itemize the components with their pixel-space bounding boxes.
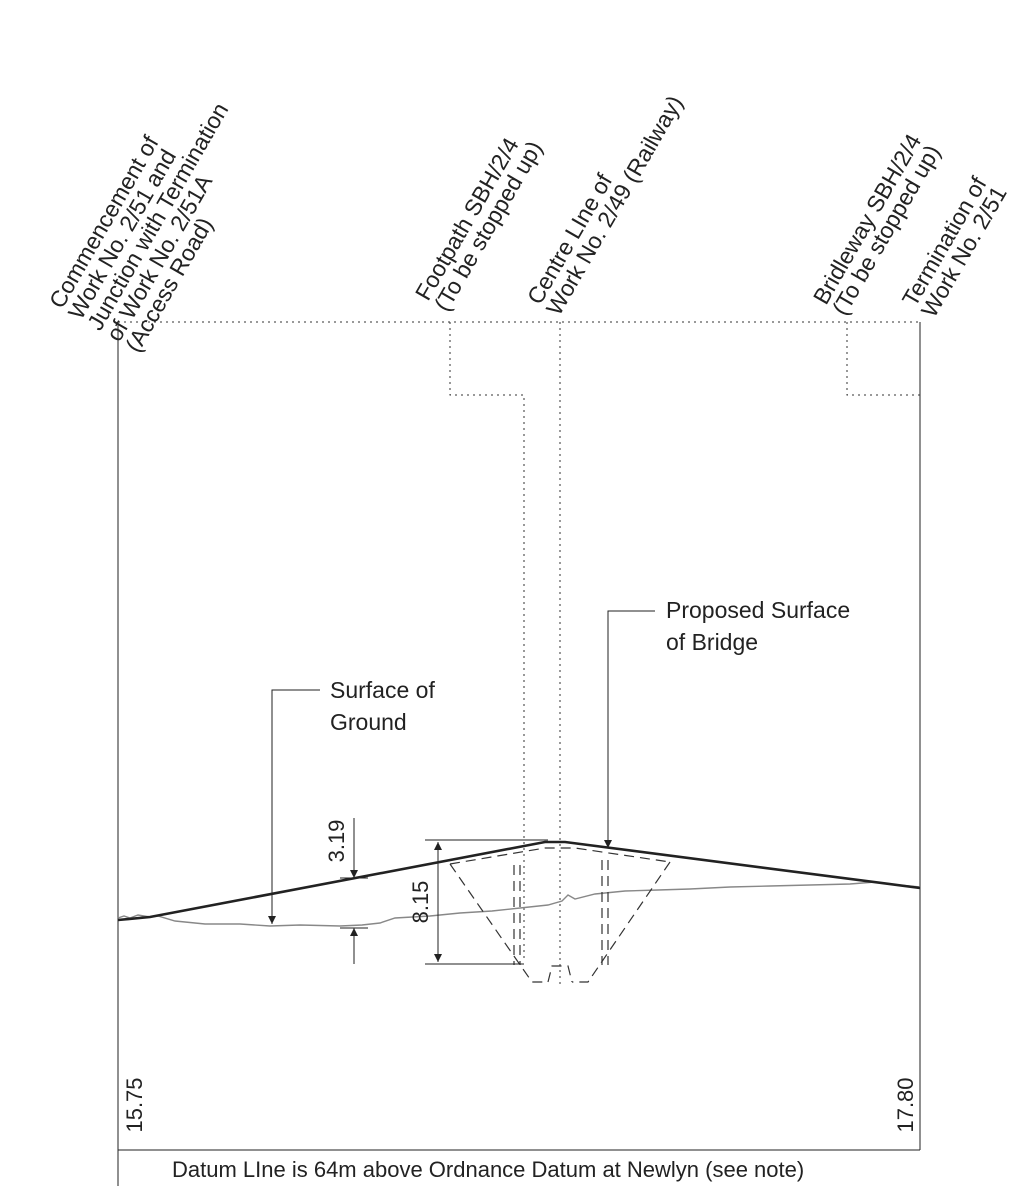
ground-surface-line <box>117 881 921 927</box>
bridge-depth-dimension <box>425 839 548 965</box>
ground-callout-leader <box>268 689 320 924</box>
centre-line-label: Centre LIne of Work No. 2/49 (Railway) <box>522 80 688 319</box>
height-difference-dimension <box>340 818 368 964</box>
reference-dotted-lines <box>118 321 920 985</box>
bridge-callout-leader <box>604 610 655 848</box>
datum-note: Datum LIne is 64m above Ordnance Datum a… <box>172 1157 804 1182</box>
right-abutment-dashed <box>572 861 671 983</box>
commencement-label: Commencement of Work No. 2/51 and Juncti… <box>44 71 275 357</box>
bridge-structure-outline <box>449 847 671 983</box>
footpath-dotted-line <box>449 322 525 962</box>
track-bed-dashed <box>547 965 573 983</box>
frame <box>117 322 921 1186</box>
proposed-surface-label: Proposed Surface of Bridge <box>666 597 857 655</box>
proposed-bridge-surface <box>117 840 921 922</box>
right-level-value: 17.80 <box>893 1077 918 1132</box>
height-difference-value: 3.19 <box>324 820 349 863</box>
surface-of-ground-label: Surface of Ground <box>330 677 441 735</box>
bridge-depth-value: 8.15 <box>408 881 433 924</box>
bridleway-dotted-line <box>846 322 920 396</box>
callout-leaders <box>268 610 655 924</box>
deck-soffit-dashed <box>449 847 671 865</box>
top-labels: Commencement of Work No. 2/51 and Juncti… <box>44 71 1012 357</box>
left-level-value: 15.75 <box>122 1077 147 1132</box>
